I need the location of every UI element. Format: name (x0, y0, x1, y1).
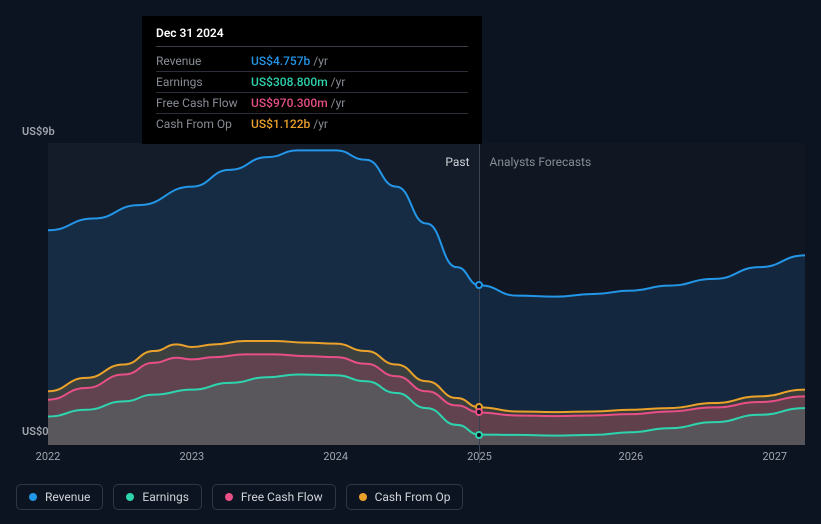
legend-item-revenue[interactable]: Revenue (16, 484, 103, 510)
y-axis-max: US$9b (22, 125, 55, 138)
data-point-marker (475, 281, 483, 289)
data-point-marker (475, 408, 483, 416)
legend-label: Revenue (45, 490, 90, 504)
tooltip-metric-label: Free Cash Flow (156, 96, 251, 110)
legend-item-cash-from-op[interactable]: Cash From Op (346, 484, 464, 510)
tooltip-metric-label: Revenue (156, 54, 251, 68)
x-tick: 2023 (179, 450, 204, 463)
tooltip-metric-unit: /yr (331, 75, 346, 89)
tooltip-metric-unit: /yr (313, 117, 328, 131)
legend-dot-icon (29, 493, 37, 501)
legend-dot-icon (225, 493, 233, 501)
legend-item-earnings[interactable]: Earnings (113, 484, 202, 510)
legend-label: Earnings (142, 490, 189, 504)
data-point-marker (475, 431, 483, 439)
tooltip-metric-label: Cash From Op (156, 117, 251, 131)
chart-legend: Revenue Earnings Free Cash Flow Cash From O… (16, 484, 463, 510)
tooltip-row: RevenueUS$4.757b/yr (156, 51, 468, 72)
past-label: Past (445, 155, 469, 169)
chart-plot-area[interactable]: Past Analysts Forecasts (48, 143, 805, 445)
tooltip-metric-value: US$308.800m (251, 75, 328, 89)
x-tick: 2022 (36, 450, 61, 463)
legend-dot-icon (359, 493, 367, 501)
tooltip-date: Dec 31 2024 (156, 26, 468, 47)
future-label: Analysts Forecasts (489, 155, 591, 169)
x-tick: 2026 (619, 450, 644, 463)
tooltip-metric-value: US$1.122b (251, 117, 310, 131)
tooltip-metric-unit: /yr (331, 96, 346, 110)
tooltip-row: Free Cash FlowUS$970.300m/yr (156, 93, 468, 114)
x-tick: 2024 (323, 450, 348, 463)
tooltip-metric-value: US$4.757b (251, 54, 310, 68)
x-tick: 2025 (467, 450, 492, 463)
x-tick: 2027 (762, 450, 787, 463)
tooltip-metric-label: Earnings (156, 75, 251, 89)
y-axis-min: US$0 (22, 425, 49, 438)
forecast-chart: US$9b US$0 Past Analysts Forecasts 2022 2… (16, 125, 805, 465)
legend-label: Free Cash Flow (241, 490, 323, 504)
legend-dot-icon (126, 493, 134, 501)
chart-svg (48, 143, 805, 445)
x-axis: 202220232024202520262027 (48, 450, 805, 470)
chart-tooltip: Dec 31 2024 RevenueUS$4.757b/yrEarningsU… (142, 16, 482, 144)
legend-item-free-cash-flow[interactable]: Free Cash Flow (212, 484, 336, 510)
tooltip-metric-value: US$970.300m (251, 96, 328, 110)
tooltip-row: Cash From OpUS$1.122b/yr (156, 114, 468, 134)
legend-label: Cash From Op (375, 490, 451, 504)
tooltip-metric-unit: /yr (313, 54, 328, 68)
tooltip-row: EarningsUS$308.800m/yr (156, 72, 468, 93)
